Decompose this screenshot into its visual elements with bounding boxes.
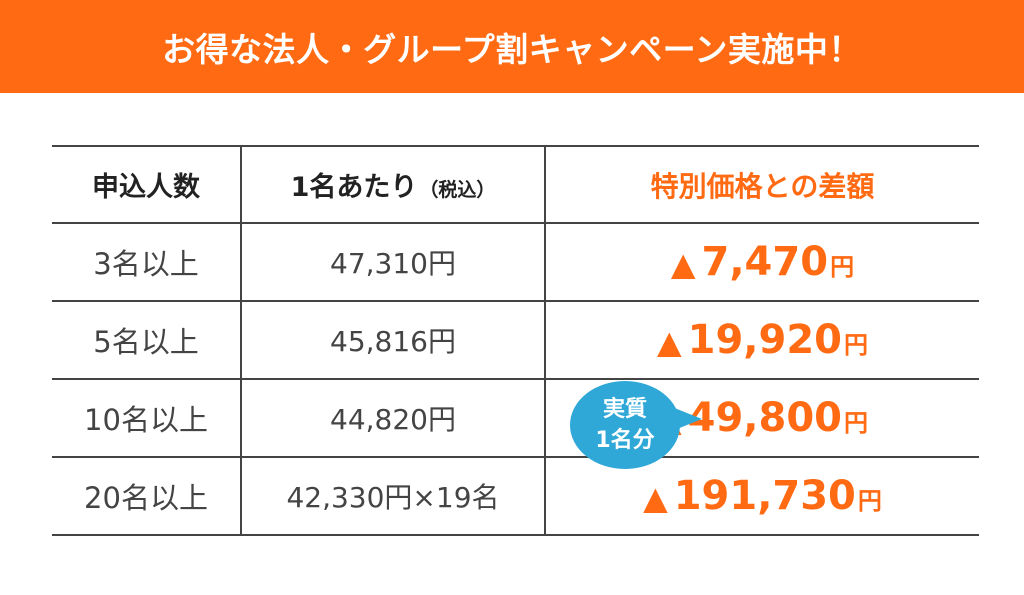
- unit-price-cell: 42,330円×19名: [241, 457, 546, 536]
- applicant-count-cell: 5名以上: [52, 301, 242, 380]
- badge-pointer: [672, 407, 702, 431]
- unit-price-cell: 44,820円: [241, 379, 546, 458]
- yen-unit: 円: [857, 487, 882, 515]
- price-difference-cell: ▲ 7,470円: [545, 223, 979, 302]
- applicant-count-cell: 10名以上: [52, 379, 242, 458]
- header-price-per-person-label: 1名あたり: [290, 172, 418, 203]
- header-price-per-person: 1名あたり （税込）: [241, 145, 546, 224]
- unit-price-cell: 47,310円: [241, 223, 546, 302]
- header-price-difference: 特別価格との差額: [545, 145, 979, 224]
- header-applicant-count: 申込人数: [52, 145, 242, 224]
- badge-line-1: 実質: [602, 397, 647, 422]
- unit-price-cell: 45,816円: [241, 301, 546, 380]
- triangle-marker: ▲: [670, 245, 696, 283]
- table-row: 3名以上 47,310円 ▲ 7,470円: [52, 223, 979, 302]
- triangle-marker: ▲: [657, 323, 682, 361]
- one-person-free-badge: 実質 1名分: [570, 381, 680, 469]
- table-header-row: 申込人数 1名あたり （税込） 特別価格との差額: [52, 145, 979, 224]
- table-row: 20名以上 42,330円×19名 ▲ 191,730円: [52, 457, 979, 536]
- difference-amount: 49,800: [687, 395, 842, 441]
- applicant-count-cell: 3名以上: [52, 223, 242, 302]
- difference-amount: 191,730: [673, 473, 856, 519]
- table-row: 10名以上 44,820円 ▲49,800円: [52, 379, 979, 458]
- yen-unit: 円: [830, 253, 855, 281]
- table-row: 5名以上 45,816円 ▲ 19,920円: [52, 301, 979, 380]
- price-difference-cell: ▲ 191,730円: [545, 457, 979, 536]
- applicant-count-cell: 20名以上: [52, 457, 242, 536]
- badge-line-2: 1名分: [595, 428, 655, 453]
- header-tax-note: （税込）: [419, 179, 496, 201]
- campaign-banner: お得な法人・グループ割キャンペーン実施中！: [0, 0, 1024, 93]
- difference-amount: 19,920: [687, 317, 842, 363]
- price-difference-cell: ▲ 19,920円: [545, 301, 979, 380]
- campaign-title: お得な法人・グループ割キャンペーン実施中！: [162, 29, 862, 69]
- yen-unit: 円: [843, 331, 868, 359]
- pricing-table: 申込人数 1名あたり （税込） 特別価格との差額 3名以上 47,310円 ▲ 7,…: [52, 145, 979, 536]
- triangle-marker: ▲: [643, 479, 668, 517]
- yen-unit: 円: [843, 409, 868, 437]
- difference-amount: 7,470: [701, 239, 829, 285]
